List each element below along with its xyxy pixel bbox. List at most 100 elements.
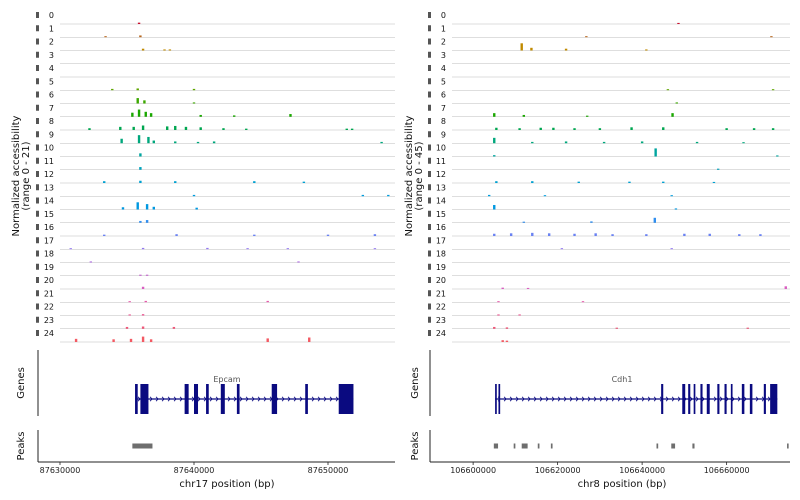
left-signal-bar [144, 300, 147, 303]
left-signal-bar [137, 109, 141, 117]
right-signal-bar [776, 155, 779, 157]
left-cluster-label: 8 [49, 117, 54, 126]
right-cluster-label: 9 [441, 130, 446, 139]
left-cluster-label: 6 [49, 91, 54, 100]
left-cluster-label: 23 [44, 316, 54, 325]
left-cluster-label: 15 [44, 210, 54, 219]
right-signal-bar [501, 340, 504, 342]
left-signal-bar [149, 113, 153, 117]
left-signal-bar [302, 181, 306, 183]
right-gene-exon [749, 384, 753, 414]
left-gene-exon [338, 384, 354, 414]
right-cluster-label: 3 [441, 51, 446, 60]
right-cluster-swatch [428, 51, 431, 58]
right-signal-bar [666, 89, 670, 91]
left-cluster-label: 18 [44, 250, 54, 259]
left-cluster-label: 13 [44, 183, 54, 192]
right-x-tick-label: 106640000 [619, 466, 665, 475]
left-signal-bar [103, 181, 106, 183]
right-cluster-swatch [428, 171, 431, 177]
left-signal-bar [144, 111, 147, 117]
right-cluster-swatch [428, 290, 431, 297]
left-plot: 0123456789101112131415161718192021222324… [36, 11, 395, 475]
left-gene-exon [220, 384, 225, 414]
left-signal-bar [373, 234, 377, 236]
left-signal-bar [166, 126, 169, 130]
right-strand-arrow [575, 396, 579, 402]
right-x-tick-label: 106660000 [704, 466, 750, 475]
right-signal-bar [522, 114, 526, 117]
left-strand-arrow [287, 396, 291, 402]
right-signal-bar [752, 128, 756, 130]
left-signal-bar [137, 22, 141, 24]
right-signal-bar [573, 128, 576, 130]
left-strand-arrow [167, 396, 171, 402]
left-strand-arrow [335, 396, 339, 402]
right-gene-exon [724, 384, 727, 414]
right-gene-exon [495, 384, 497, 414]
left-cluster-swatch [36, 78, 39, 85]
left-signal-bar [253, 181, 256, 183]
right-strand-arrow [725, 396, 729, 402]
left-signal-bar [139, 220, 142, 223]
right-strand-arrow [515, 396, 519, 402]
right-strand-arrow [557, 396, 561, 402]
left-cluster-label: 3 [49, 51, 54, 60]
right-signal-bar [674, 208, 678, 210]
left-cluster-label: 0 [49, 11, 54, 20]
left-signal-bar [380, 141, 383, 144]
right-signal-bar [683, 233, 686, 236]
left-signal-bar [104, 36, 107, 38]
right-cluster-label: 23 [436, 316, 446, 325]
left-signal-bar [233, 115, 236, 117]
right-peaks-label: Peaks [410, 432, 421, 461]
left-signal-bar [350, 128, 354, 130]
right-strand-arrow [611, 396, 615, 402]
right-signal-bar [662, 127, 665, 130]
right-cluster-swatch [428, 184, 431, 191]
right-signal-bar [645, 49, 648, 51]
left-signal-bar [119, 126, 122, 130]
left-cluster-swatch [36, 263, 39, 270]
right-strand-arrow [731, 396, 735, 402]
left-strand-arrow [257, 396, 261, 402]
left-signal-bar [286, 248, 289, 250]
right-gene-exon [717, 384, 720, 414]
left-signal-bar [136, 202, 139, 210]
right-cluster-label: 21 [436, 289, 446, 298]
left-cluster-swatch [36, 250, 39, 257]
right-cluster-swatch [428, 210, 431, 217]
left-signal-bar [163, 49, 166, 51]
left-strand-arrow [209, 396, 213, 402]
right-strand-arrow [593, 396, 597, 402]
left-cluster-swatch [36, 91, 39, 98]
left-strand-arrow [197, 396, 201, 402]
left-signal-bar [111, 88, 114, 91]
left-signal-bar [326, 234, 330, 236]
left-cluster-label: 11 [44, 157, 54, 166]
left-signal-bar [387, 194, 390, 197]
right-gene-exon [693, 384, 696, 414]
right-strand-arrow [701, 396, 705, 402]
right-cluster-swatch [428, 224, 431, 230]
right-strand-arrow [599, 396, 603, 402]
left-gene-exon [236, 384, 240, 414]
right-gene-exon [688, 384, 691, 414]
right-cluster-swatch [428, 25, 431, 32]
left-strand-arrow [299, 396, 303, 402]
right-signal-bar [594, 233, 597, 236]
right-gene-exon [661, 384, 664, 414]
left-cluster-label: 7 [49, 104, 54, 113]
right-strand-arrow [527, 396, 531, 402]
left-signal-bar [174, 141, 177, 144]
right-cluster-swatch [428, 131, 431, 138]
left-signal-bar [246, 248, 249, 250]
left-cluster-swatch [36, 157, 39, 164]
left-signal-bar [308, 337, 311, 342]
left-cluster-swatch [36, 224, 39, 230]
left-cluster-label: 2 [49, 38, 54, 47]
left-strand-arrow [161, 396, 165, 402]
right-signal-bar [708, 233, 711, 236]
right-signal-bar [493, 205, 496, 210]
right-strand-arrow [767, 396, 771, 402]
